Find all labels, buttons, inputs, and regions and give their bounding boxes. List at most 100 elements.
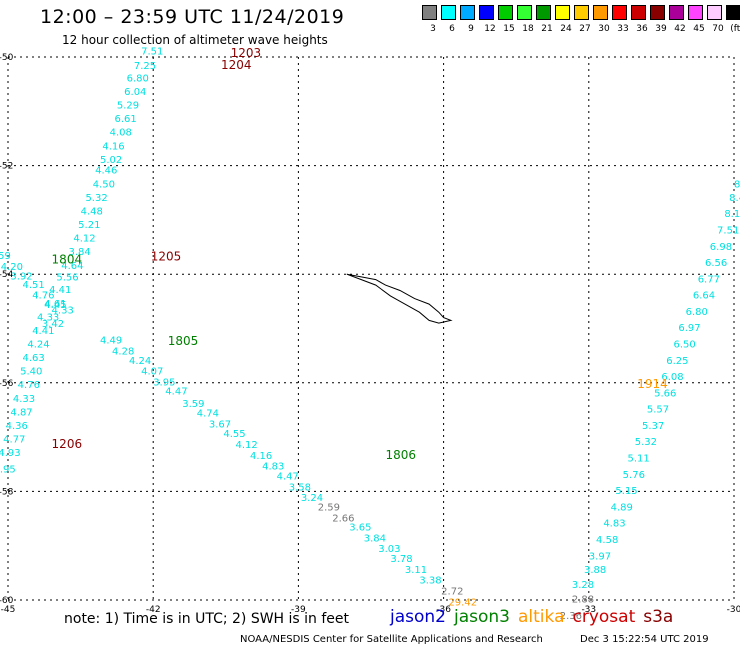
wave-height-label: 4.08 bbox=[110, 128, 132, 139]
scale-swatch bbox=[460, 5, 475, 20]
wave-height-label: 4.28 bbox=[112, 347, 134, 358]
wave-height-label: 4.93 bbox=[0, 448, 21, 459]
lon-tick-label: -39 bbox=[291, 605, 306, 615]
wave-height-label: 7.51 bbox=[141, 46, 163, 57]
pass-id-label: 1204 bbox=[221, 58, 252, 72]
wave-height-label: 5.56 bbox=[56, 273, 78, 284]
wave-height-label: 4.74 bbox=[197, 408, 219, 419]
wave-height-label: 6.80 bbox=[127, 73, 149, 84]
map-title: 12:00 – 23:59 UTC 11/24/2019 bbox=[40, 6, 345, 28]
wave-height-label: 6.56 bbox=[705, 258, 727, 269]
wave-height-label: 4.83 bbox=[262, 462, 284, 473]
wave-height-label: 4.46 bbox=[95, 166, 117, 177]
wave-height-label: 2.36 bbox=[560, 611, 582, 622]
wave-height-label: 3.59 bbox=[182, 399, 204, 410]
wave-height-label: 4.12 bbox=[235, 440, 257, 451]
lon-tick-label: -42 bbox=[146, 605, 161, 615]
wave-height-label: 4.16 bbox=[102, 141, 124, 152]
wave-height-label: 4.33 bbox=[52, 305, 74, 316]
wave-height-label: 5.21 bbox=[78, 220, 100, 231]
wave-height-label: 4.48 bbox=[81, 206, 103, 217]
wave-height-label: 3.67 bbox=[209, 419, 231, 430]
lat-tick-label: -60 bbox=[0, 596, 14, 606]
scale-swatch bbox=[726, 5, 740, 20]
scale-label: 70 bbox=[712, 24, 724, 34]
pass-id-label: 1804 bbox=[52, 252, 83, 266]
wave-height-label: 4.76 bbox=[18, 380, 40, 391]
scale-label: 42 bbox=[674, 24, 686, 34]
wave-height-label: 4.76 bbox=[32, 291, 54, 302]
wave-height-label: 5.02 bbox=[100, 155, 122, 166]
wave-height-label: 5.11 bbox=[628, 454, 650, 465]
wave-height-label: 6.50 bbox=[674, 340, 696, 351]
wave-height-label: 3.42 bbox=[42, 319, 64, 330]
map-subtitle: 12 hour collection of altimeter wave hei… bbox=[62, 33, 328, 47]
scale-swatch bbox=[574, 5, 589, 20]
scale-label: 30 bbox=[598, 24, 610, 34]
wave-height-label: 2.88 bbox=[572, 595, 594, 606]
wave-height-label: 4.47 bbox=[165, 387, 187, 398]
wave-height-label: 7.25 bbox=[134, 61, 156, 72]
wave-height-label: 5.29 bbox=[117, 101, 139, 112]
wave-height-label: 4.89 bbox=[611, 502, 633, 513]
lat-tick-label: -52 bbox=[0, 162, 13, 172]
wave-height-label: 8.49 bbox=[729, 193, 740, 204]
scale-label: 21 bbox=[541, 24, 553, 34]
scale-label: (ft) bbox=[730, 24, 740, 34]
wave-height-label: 4.36 bbox=[6, 421, 28, 432]
wave-height-label: 2.66 bbox=[332, 513, 354, 524]
scale-swatch bbox=[707, 5, 722, 20]
wave-height-label: 4.61 bbox=[44, 299, 66, 310]
wave-height-label: 4.41 bbox=[32, 326, 54, 337]
wave-height-label: 3.95 bbox=[0, 464, 16, 475]
wave-height-label: 3.92 bbox=[10, 272, 32, 283]
wave-height-label: 3.95 bbox=[153, 378, 175, 389]
scale-label: 18 bbox=[522, 24, 534, 34]
wave-height-label: 5.40 bbox=[20, 367, 42, 378]
satellite-legend-jason3: jason3 bbox=[454, 607, 510, 627]
wave-height-label: 4.51 bbox=[23, 280, 45, 291]
wave-height-label: 6.98 bbox=[710, 242, 732, 253]
wave-height-label: 3.65 bbox=[349, 522, 371, 533]
wave-height-label: 6.25 bbox=[666, 356, 688, 367]
satellite-legend-altika: altika bbox=[518, 607, 565, 627]
wave-height-label: 4.59 bbox=[0, 251, 11, 262]
satellite-legend-jason2: jason2 bbox=[390, 607, 446, 627]
satellite-legend: jason2 jason3 altika cryosat s3a bbox=[390, 607, 681, 627]
scale-label: 27 bbox=[579, 24, 591, 34]
scale-label: 9 bbox=[468, 24, 474, 34]
wave-height-label: 5.37 bbox=[642, 421, 664, 432]
satellite-legend-s3a: s3a bbox=[643, 607, 674, 627]
wave-height-label: 6.80 bbox=[686, 307, 708, 318]
lon-tick-label: -36 bbox=[436, 605, 451, 615]
wave-height-label: 4.41 bbox=[49, 285, 71, 296]
lat-tick-label: -58 bbox=[0, 487, 14, 497]
wave-height-label: 2.59 bbox=[318, 502, 340, 513]
pass-id-label: 1205 bbox=[151, 250, 182, 264]
wave-height-label: 4.20 bbox=[1, 262, 23, 273]
wave-height-label: 6.08 bbox=[661, 372, 683, 383]
lat-tick-label: -54 bbox=[0, 270, 14, 280]
wave-height-label: 4.12 bbox=[73, 234, 95, 245]
pass-id-label: 1206 bbox=[52, 437, 83, 451]
wave-height-label: 3.03 bbox=[378, 544, 400, 555]
pass-id-label: 1203 bbox=[231, 46, 262, 60]
wave-height-label: 4.87 bbox=[10, 407, 32, 418]
wave-height-label: 4.24 bbox=[129, 356, 151, 367]
scale-swatch bbox=[422, 5, 437, 20]
scale-swatch bbox=[593, 5, 608, 20]
scale-swatch bbox=[555, 5, 570, 20]
wave-height-label: 3.88 bbox=[584, 565, 606, 576]
scale-swatch bbox=[688, 5, 703, 20]
wave-height-label: 4.64 bbox=[61, 261, 83, 272]
wave-height-label: 3.11 bbox=[405, 565, 427, 576]
wave-height-label: 4.50 bbox=[93, 179, 115, 190]
scale-swatch bbox=[441, 5, 456, 20]
note-text: note: 1) Time is in UTC; 2) SWH is in fe… bbox=[64, 611, 350, 627]
wave-height-label: 3.24 bbox=[301, 493, 323, 504]
scale-label: 33 bbox=[617, 24, 629, 34]
scale-swatch bbox=[517, 5, 532, 20]
wave-height-label: 6.97 bbox=[678, 323, 700, 334]
wave-height-label: 4.16 bbox=[250, 451, 272, 462]
